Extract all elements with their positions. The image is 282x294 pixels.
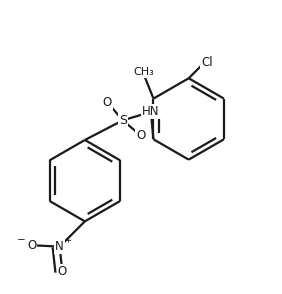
Text: HN: HN: [142, 106, 160, 118]
Text: S: S: [119, 114, 127, 127]
Text: +: +: [64, 236, 71, 245]
Text: O: O: [27, 239, 36, 252]
Text: Cl: Cl: [201, 56, 213, 69]
Text: O: O: [136, 129, 146, 142]
Text: −: −: [17, 235, 25, 245]
Text: O: O: [103, 96, 112, 108]
Text: N: N: [55, 240, 64, 253]
Text: CH₃: CH₃: [133, 67, 154, 77]
Text: O: O: [58, 265, 67, 278]
